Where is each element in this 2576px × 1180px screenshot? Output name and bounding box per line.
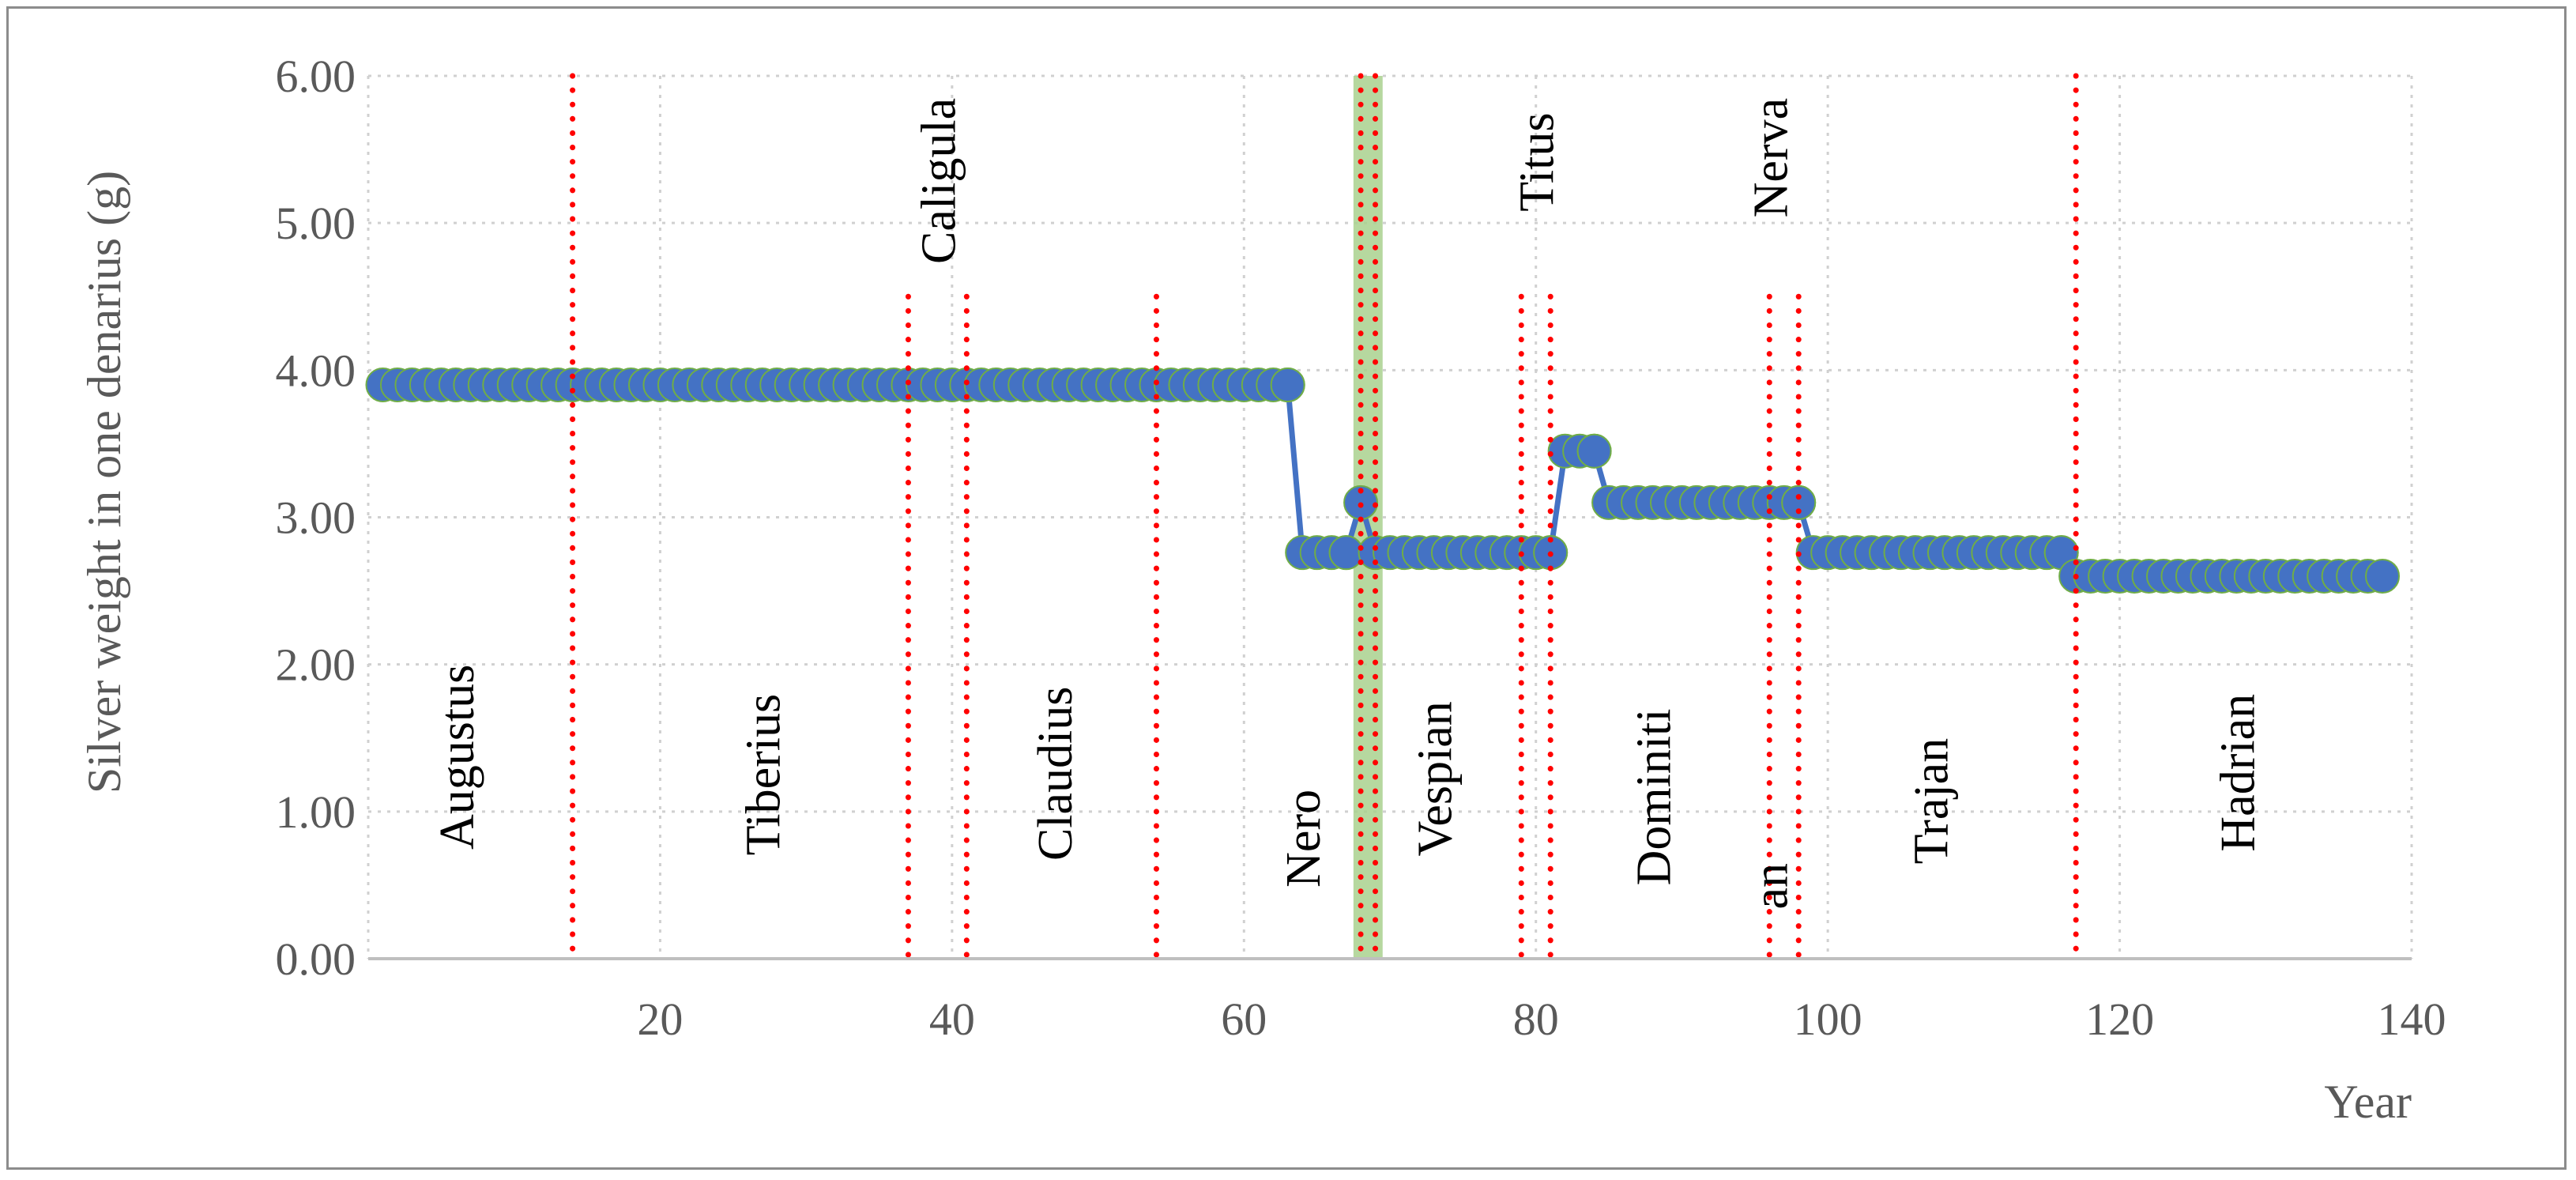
emperor-label: Trajan <box>1904 738 1958 865</box>
x-tick-label: 100 <box>1794 993 1862 1045</box>
x-tick-label: 20 <box>637 993 683 1045</box>
y-tick-label: 4.00 <box>276 345 356 396</box>
series-layer <box>365 367 2401 594</box>
y-tick-label: 3.00 <box>276 492 356 544</box>
emperor-label: Nerva <box>1744 98 1798 217</box>
y-tick-label: 0.00 <box>276 933 356 985</box>
y-axis-title: Silver weight in one denarius (g) <box>78 171 130 794</box>
emperor-label: Augustus <box>431 665 484 850</box>
x-tick-label: 40 <box>929 993 975 1045</box>
y-tick-label: 6.00 <box>276 51 356 102</box>
emperor-label: Titus <box>1511 113 1565 212</box>
emperor-label: an <box>1744 863 1798 910</box>
x-tick-label: 140 <box>2378 993 2446 1045</box>
series-point <box>1328 535 1364 571</box>
x-tick-label: 120 <box>2085 993 2154 1045</box>
emperor-label: Tiberius <box>737 694 791 855</box>
x-axis-title: Year <box>2324 1076 2412 1128</box>
series-point <box>1781 484 1817 520</box>
emperor-label: Nero <box>1277 790 1331 888</box>
emperor-label: Claudius <box>1029 687 1083 861</box>
grid <box>367 74 2413 959</box>
y-tick-label: 5.00 <box>276 198 356 249</box>
series-point <box>1576 433 1612 469</box>
y-tick-label: 1.00 <box>276 786 356 838</box>
axes: 0.00 1.00 2.00 3.00 4.00 5.00 6.00 20 40 60 80 100 1… <box>276 51 2446 1045</box>
emperor-label: Vespian <box>1408 701 1462 856</box>
series-point <box>2365 558 2401 594</box>
emperor-label: Hadrian <box>2211 694 2265 852</box>
x-tick-label: 60 <box>1221 993 1267 1045</box>
reign-boundary-layer <box>570 73 2079 962</box>
y-tick-label: 2.00 <box>276 639 356 691</box>
emperor-label: Caligula <box>912 98 966 264</box>
emperor-label: Dominiti <box>1628 709 1682 886</box>
x-tick-label: 80 <box>1513 993 1559 1045</box>
emperor-label-layer: Augustus Tiberius Caligula Claudius Nero Vesp… <box>431 98 2265 910</box>
series-point <box>1270 367 1305 402</box>
